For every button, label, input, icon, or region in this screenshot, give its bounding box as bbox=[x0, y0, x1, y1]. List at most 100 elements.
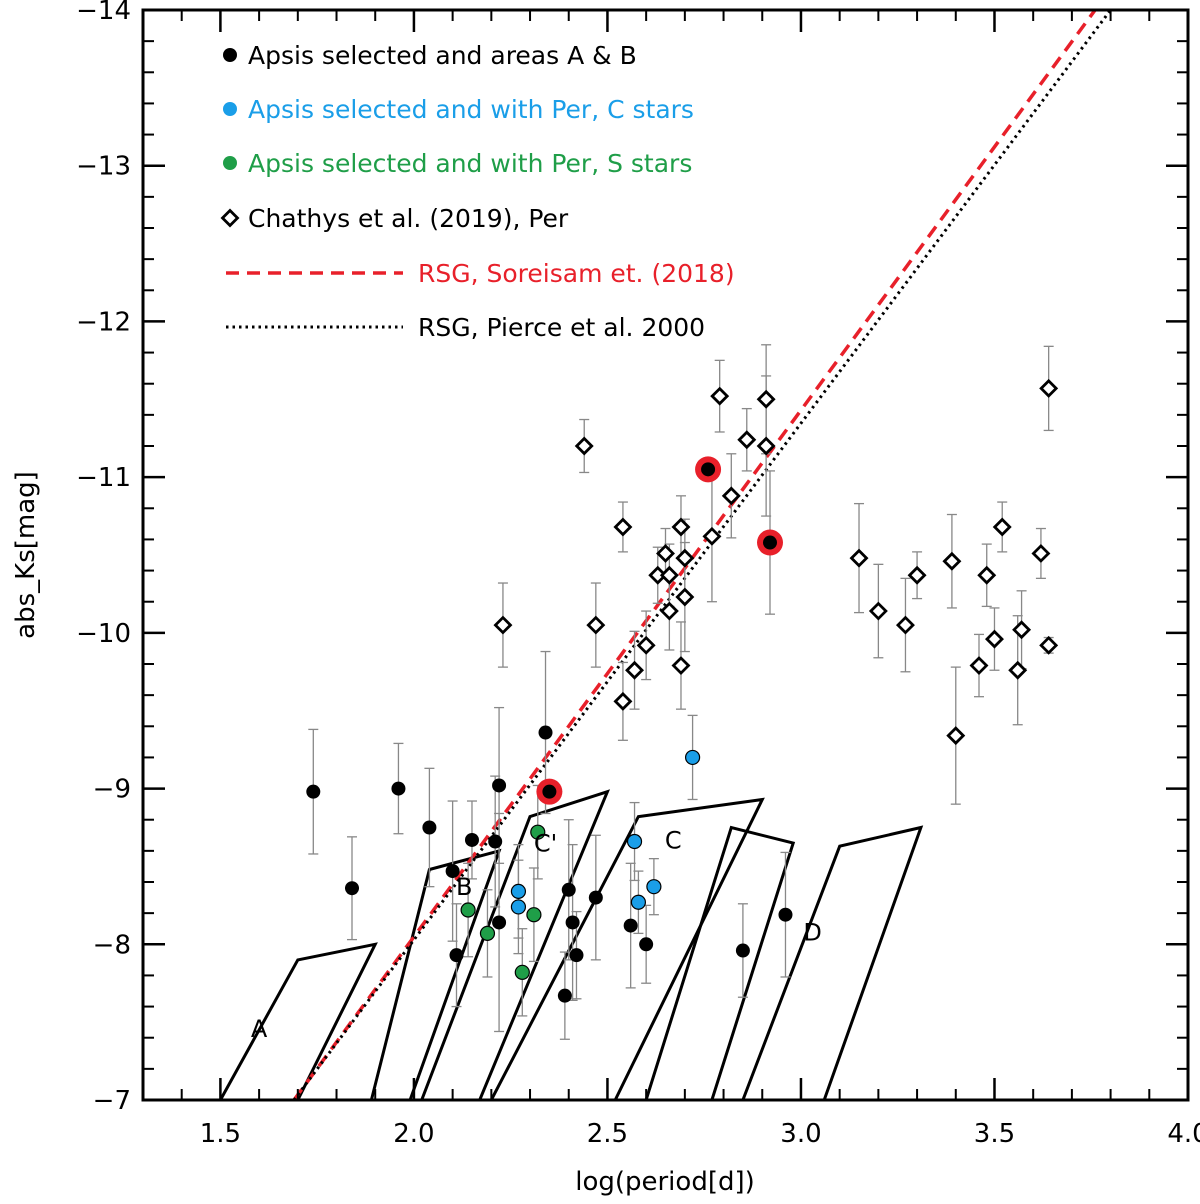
chathys-point bbox=[995, 519, 1010, 534]
x-tick-label: 2.5 bbox=[587, 1119, 628, 1149]
apsis-ab-point bbox=[624, 919, 638, 933]
apsis-ab-point bbox=[566, 915, 580, 929]
chathys-point bbox=[615, 519, 630, 534]
legend-marker bbox=[223, 211, 238, 226]
apsis-ab-point bbox=[589, 891, 603, 905]
chathys-point bbox=[673, 658, 688, 673]
apsis-ab-point bbox=[465, 833, 479, 847]
apsis-ab-point bbox=[345, 881, 359, 895]
apsis-s-star-point bbox=[515, 965, 529, 979]
region-c bbox=[491, 800, 762, 1101]
chathys-point bbox=[658, 546, 673, 561]
y-tick-label: −11 bbox=[76, 463, 131, 493]
legend-marker bbox=[223, 48, 237, 62]
chathys-point bbox=[739, 432, 754, 447]
apsis-ab-point bbox=[422, 821, 436, 835]
region-label: C' bbox=[534, 830, 557, 858]
chathys-point bbox=[627, 663, 642, 678]
legend-label: RSG, Soreisam et. (2018) bbox=[418, 259, 735, 288]
x-axis-label: log(period[d]) bbox=[575, 1167, 755, 1197]
region-d bbox=[646, 828, 793, 1101]
apsis-ab-point bbox=[306, 785, 320, 799]
error-bars bbox=[308, 345, 1053, 1039]
apsis-ab-point bbox=[391, 782, 405, 796]
apsis-ab-point bbox=[450, 948, 464, 962]
region-label: B bbox=[456, 873, 472, 901]
apsis-ab-point bbox=[569, 948, 583, 962]
y-tick-label: −9 bbox=[93, 775, 131, 805]
legend-marker bbox=[223, 156, 237, 170]
apsis-ab-point bbox=[778, 908, 792, 922]
legend-marker bbox=[223, 102, 237, 116]
apsis-ab-point bbox=[488, 835, 502, 849]
chathys-point bbox=[495, 618, 510, 633]
y-tick-label: −10 bbox=[76, 619, 131, 649]
chathys-point bbox=[1041, 381, 1056, 396]
apsis-ab-point bbox=[763, 536, 777, 550]
apsis-s-star-point bbox=[480, 926, 494, 940]
chathys-point bbox=[979, 568, 994, 583]
chathys-point bbox=[677, 590, 692, 605]
chathys-point bbox=[673, 519, 688, 534]
legend-label: Apsis selected and with Per, S stars bbox=[248, 149, 692, 178]
apsis-c-star-point bbox=[686, 750, 700, 764]
chathys-point bbox=[852, 551, 867, 566]
apsis-ab-point bbox=[562, 883, 576, 897]
apsis-c-star-point bbox=[511, 884, 525, 898]
chathys-point bbox=[677, 551, 692, 566]
chathys-point bbox=[704, 529, 719, 544]
apsis-s-star-point bbox=[461, 903, 475, 917]
apsis-c-star-point bbox=[631, 895, 645, 909]
y-tick-label: −13 bbox=[76, 152, 131, 182]
x-tick-label: 2.0 bbox=[393, 1119, 434, 1149]
legend-label: Chathys et al. (2019), Per bbox=[248, 204, 569, 233]
apsis-ab-point bbox=[492, 915, 506, 929]
chathys-point bbox=[662, 604, 677, 619]
x-tick-label: 1.5 bbox=[200, 1119, 241, 1149]
chathys-point bbox=[1014, 622, 1029, 637]
chathys-point bbox=[871, 604, 886, 619]
y-tick-label: −7 bbox=[93, 1086, 131, 1116]
chathys-point bbox=[724, 488, 739, 503]
apsis-c-star-point bbox=[628, 835, 642, 849]
region-a bbox=[220, 944, 375, 1100]
apsis-c-star-point bbox=[647, 880, 661, 894]
x-tick-label: 4.0 bbox=[1167, 1119, 1200, 1149]
y-axis-label: abs_Ks[mag] bbox=[11, 471, 41, 639]
y-tick-label: −12 bbox=[76, 307, 131, 337]
region-label: C bbox=[665, 827, 682, 855]
chathys-point bbox=[1041, 638, 1056, 653]
region-unlabeled-5 bbox=[743, 828, 921, 1101]
apsis-ab-point bbox=[542, 785, 556, 799]
apsis-ab-point bbox=[701, 462, 715, 476]
legend-label: Apsis selected and areas A & B bbox=[248, 41, 637, 70]
chathys-point bbox=[944, 554, 959, 569]
chathys-point bbox=[588, 618, 603, 633]
legend-label: Apsis selected and with Per, C stars bbox=[248, 95, 694, 124]
region-label: A bbox=[251, 1015, 268, 1043]
legend: Apsis selected and areas A & B Apsis sele… bbox=[223, 41, 735, 342]
region-label: D bbox=[803, 918, 821, 946]
highlighted-points bbox=[536, 456, 783, 804]
chathys-point bbox=[1033, 546, 1048, 561]
chathys-point bbox=[759, 392, 774, 407]
x-tick-label: 3.5 bbox=[974, 1119, 1015, 1149]
chathys-point bbox=[910, 568, 925, 583]
chathys-point bbox=[972, 658, 987, 673]
chathys-point bbox=[948, 728, 963, 743]
chathys-point bbox=[898, 618, 913, 633]
chathys-point bbox=[577, 439, 592, 454]
chathys-point bbox=[712, 389, 727, 404]
y-tick-label: −14 bbox=[76, 0, 131, 26]
chathys-point bbox=[1010, 663, 1025, 678]
apsis-ab-point bbox=[736, 944, 750, 958]
apsis-ab-point bbox=[539, 726, 553, 740]
apsis-s-star-point bbox=[527, 908, 541, 922]
legend-label: RSG, Pierce et al. 2000 bbox=[418, 313, 705, 342]
y-tick-label: −8 bbox=[93, 930, 131, 960]
chathys-point bbox=[987, 632, 1002, 647]
apsis-c-star-point bbox=[511, 900, 525, 914]
apsis-ab-point bbox=[558, 989, 572, 1003]
apsis-ab-point bbox=[492, 778, 506, 792]
pl-relation-chart: ABC'CD 1.52.02.53.03.54.0−7−8−9−10−11−12… bbox=[0, 0, 1200, 1204]
